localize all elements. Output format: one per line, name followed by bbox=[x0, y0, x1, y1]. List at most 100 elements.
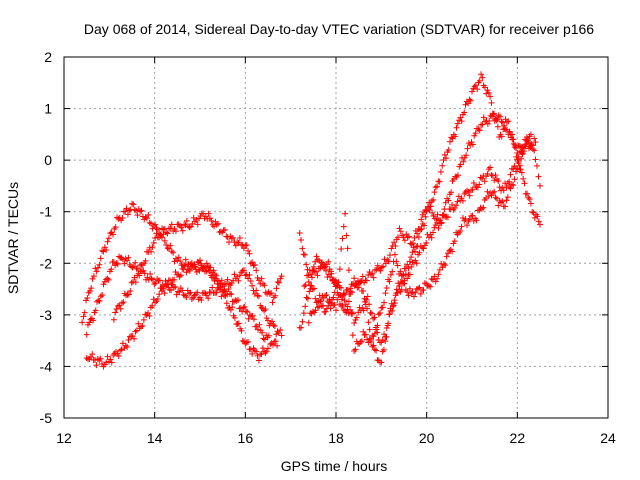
data-point bbox=[90, 273, 97, 280]
data-point bbox=[484, 170, 491, 177]
data-point bbox=[112, 224, 119, 231]
data-point bbox=[489, 172, 496, 179]
data-point bbox=[235, 277, 242, 284]
x-tick-label: 16 bbox=[238, 430, 254, 446]
data-point bbox=[347, 288, 354, 295]
data-point bbox=[484, 188, 491, 195]
data-point bbox=[489, 189, 496, 196]
data-point bbox=[191, 263, 198, 270]
data-point bbox=[457, 161, 464, 168]
data-point bbox=[419, 211, 426, 218]
data-point bbox=[225, 280, 232, 287]
data-point bbox=[157, 232, 164, 239]
data-point bbox=[130, 201, 137, 208]
data-point bbox=[494, 123, 501, 130]
data-point bbox=[368, 310, 375, 317]
data-point bbox=[370, 342, 377, 349]
data-point bbox=[351, 275, 358, 282]
data-point bbox=[218, 277, 225, 284]
data-point bbox=[506, 178, 513, 185]
data-point bbox=[537, 221, 543, 228]
data-point bbox=[126, 207, 133, 214]
data-point bbox=[426, 199, 433, 206]
data-point bbox=[128, 279, 135, 286]
data-point bbox=[107, 230, 114, 237]
data-point bbox=[167, 277, 174, 284]
data-point bbox=[249, 282, 256, 289]
data-point bbox=[323, 291, 330, 298]
data-point bbox=[142, 311, 149, 318]
data-point bbox=[171, 258, 178, 265]
data-point bbox=[491, 117, 498, 124]
data-point bbox=[263, 348, 270, 355]
data-point bbox=[377, 267, 384, 274]
data-point bbox=[187, 223, 194, 230]
data-point bbox=[435, 178, 442, 185]
data-point bbox=[194, 221, 201, 228]
data-point bbox=[420, 245, 427, 252]
data-point bbox=[224, 233, 231, 240]
data-point bbox=[512, 165, 519, 172]
data-point bbox=[412, 257, 419, 264]
data-point bbox=[301, 251, 308, 258]
data-point bbox=[338, 296, 345, 303]
data-point bbox=[124, 211, 131, 218]
data-point bbox=[333, 307, 339, 314]
data-point bbox=[510, 182, 517, 189]
data-point bbox=[257, 327, 264, 334]
data-point bbox=[360, 307, 367, 314]
data-point bbox=[418, 216, 425, 223]
data-point bbox=[388, 245, 395, 252]
data-point bbox=[442, 262, 449, 269]
data-point bbox=[179, 227, 186, 234]
data-point bbox=[273, 331, 280, 338]
data-point bbox=[459, 214, 466, 221]
data-point bbox=[122, 342, 129, 349]
data-point bbox=[445, 146, 452, 153]
data-point bbox=[435, 225, 442, 232]
data-point bbox=[196, 215, 203, 222]
data-point bbox=[465, 100, 472, 107]
data-point bbox=[352, 281, 359, 288]
data-point bbox=[107, 356, 114, 363]
data-point bbox=[377, 309, 384, 316]
data-point bbox=[480, 114, 487, 121]
data-point bbox=[227, 306, 234, 313]
data-point bbox=[246, 250, 253, 257]
data-point bbox=[105, 235, 112, 242]
data-point bbox=[134, 212, 141, 219]
data-point bbox=[461, 154, 468, 161]
data-point bbox=[444, 214, 451, 221]
data-point bbox=[364, 293, 371, 300]
data-point bbox=[446, 247, 453, 254]
data-point bbox=[167, 242, 174, 249]
data-point bbox=[363, 296, 370, 303]
data-point bbox=[114, 261, 121, 268]
data-point bbox=[114, 303, 121, 310]
data-point bbox=[81, 309, 88, 316]
data-point bbox=[466, 96, 473, 103]
data-point bbox=[256, 321, 263, 328]
x-axis-ticks: 12 14 16 18 20 22 24 bbox=[56, 57, 616, 446]
data-point bbox=[177, 258, 184, 265]
data-point bbox=[167, 225, 174, 232]
data-point bbox=[152, 221, 159, 228]
data-point bbox=[531, 135, 538, 142]
data-point bbox=[310, 267, 317, 274]
data-point bbox=[265, 317, 271, 324]
data-point bbox=[410, 293, 417, 300]
data-point bbox=[250, 316, 257, 323]
data-point bbox=[318, 259, 325, 266]
data-point bbox=[242, 242, 249, 249]
data-point bbox=[228, 235, 235, 242]
data-point bbox=[154, 295, 161, 302]
data-point bbox=[344, 245, 351, 252]
data-point bbox=[86, 287, 93, 294]
data-point bbox=[269, 318, 276, 325]
series-track-g bbox=[301, 111, 543, 299]
data-point bbox=[360, 288, 367, 295]
data-point bbox=[367, 337, 374, 344]
data-point bbox=[485, 89, 492, 96]
data-point bbox=[385, 258, 392, 265]
data-point bbox=[366, 326, 373, 333]
